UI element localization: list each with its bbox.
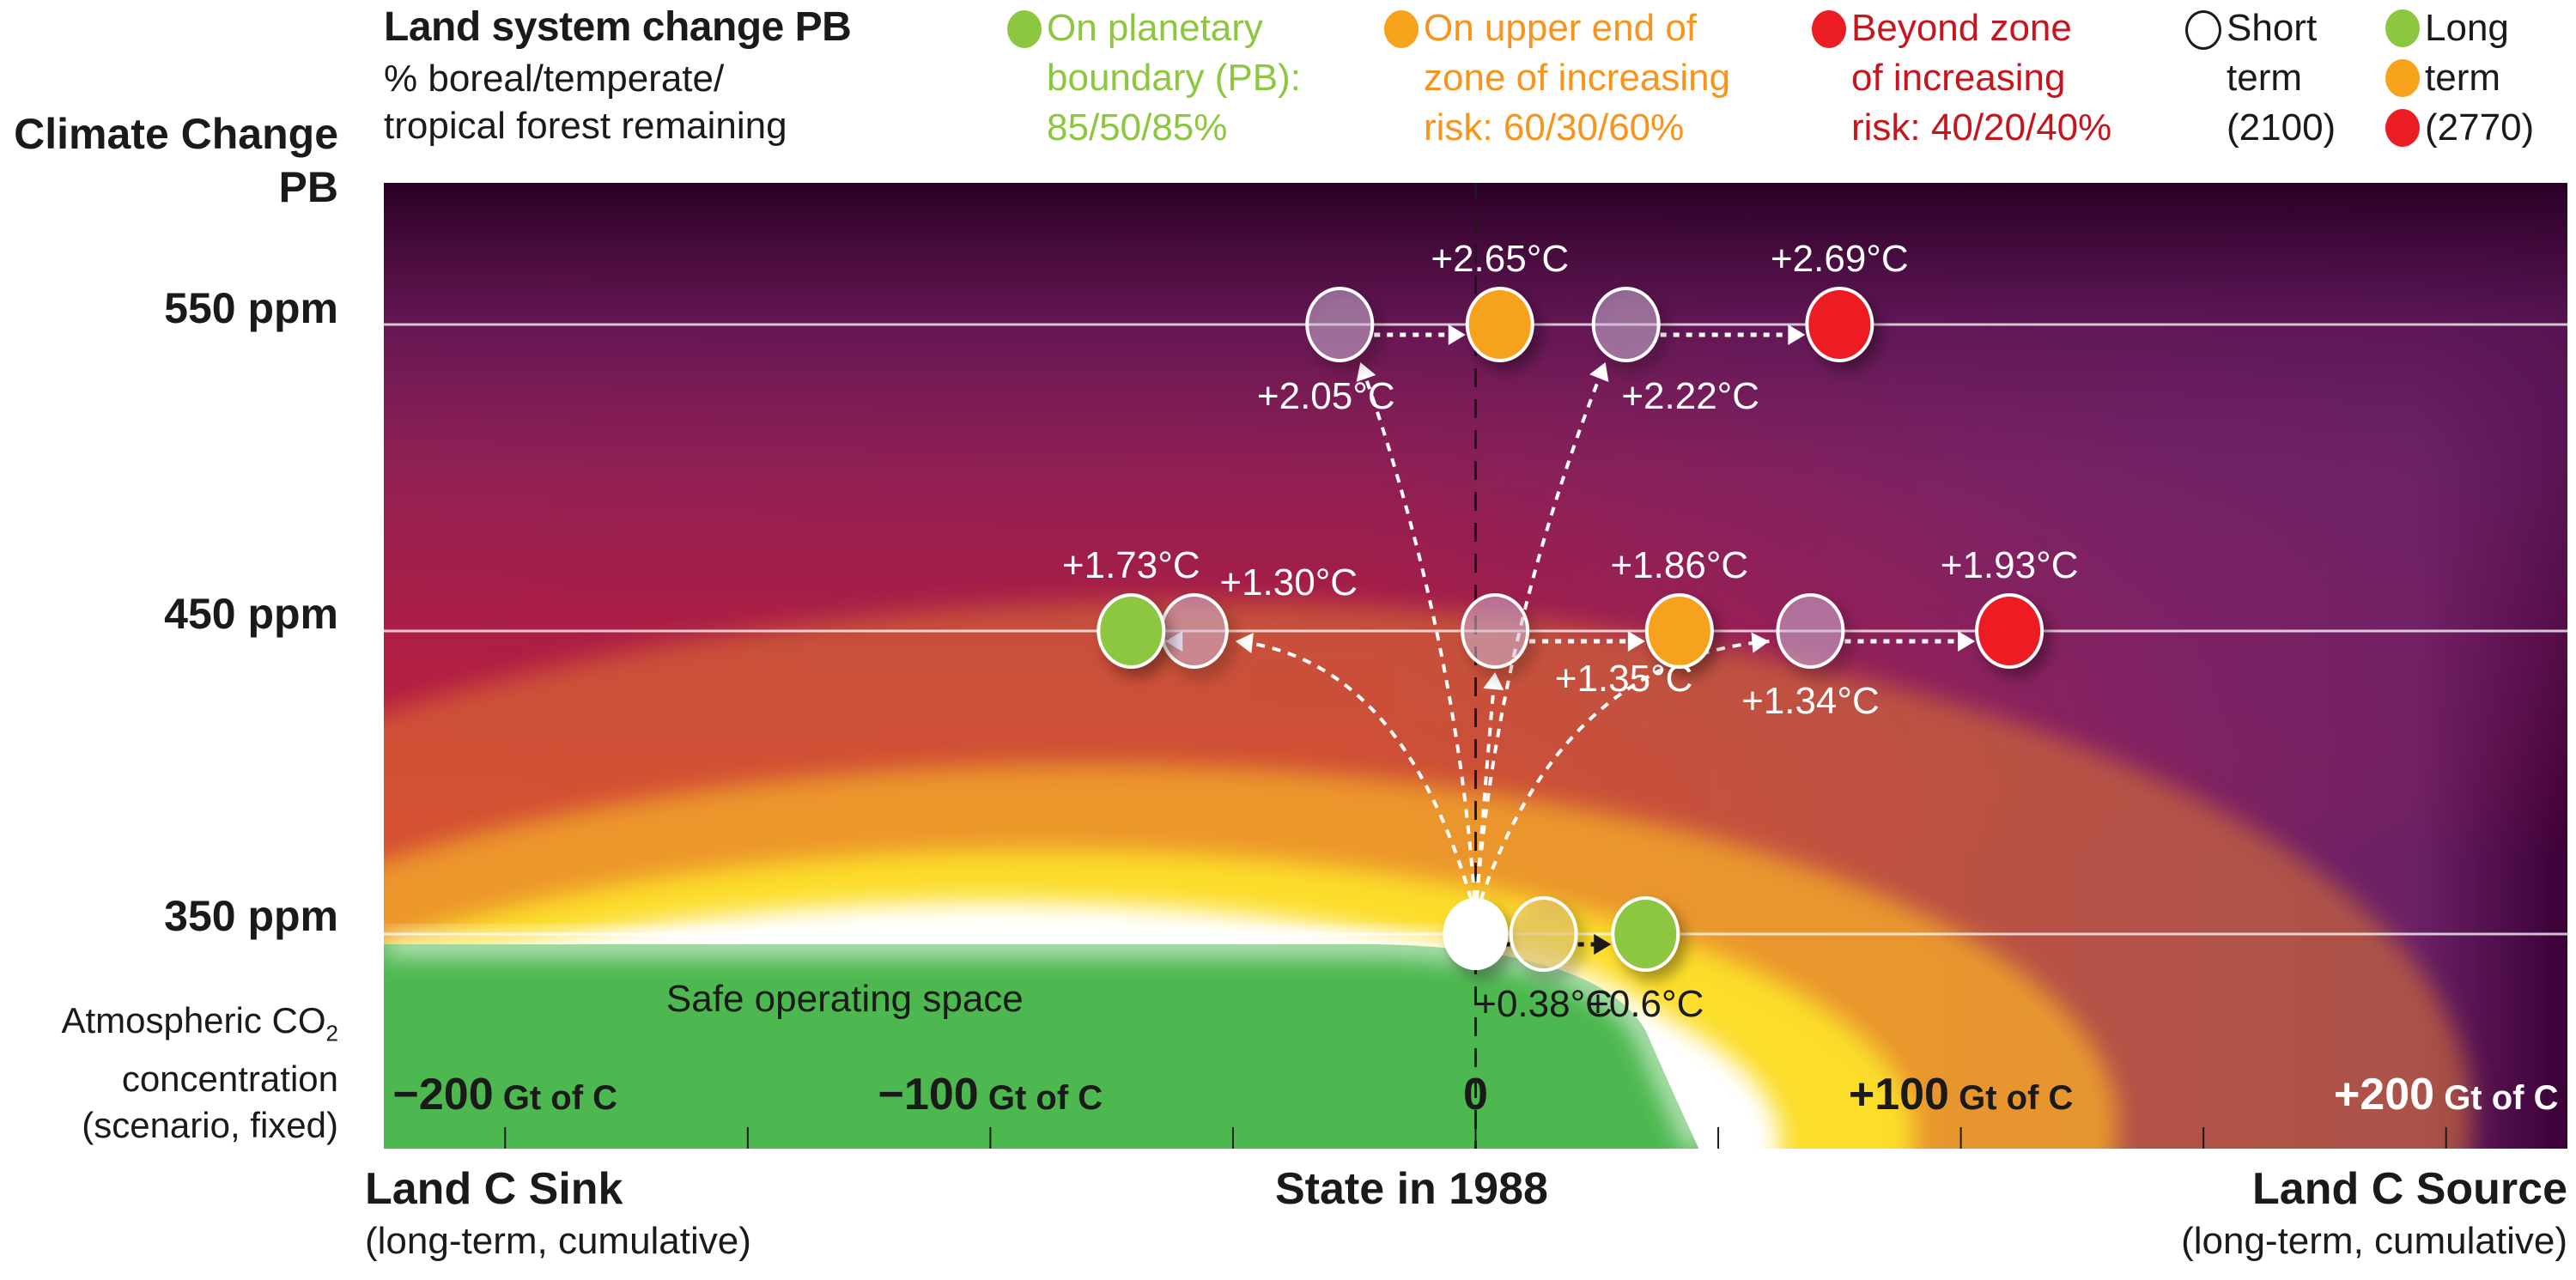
transition-arrow xyxy=(1473,640,1770,916)
chart-subtitle: % boreal/temperate/ tropical forest rema… xyxy=(384,55,787,149)
y-axis-title: Climate Change PB xyxy=(14,110,338,211)
arrow-head-icon xyxy=(1483,672,1504,690)
x-tick-label: −100 Gt of C xyxy=(878,1070,1103,1119)
point-labels: +0.38°C+0.6°C +1.30°C +1.73°C +1.35°C +1.86°… xyxy=(1062,238,2079,1025)
arrow-head-icon xyxy=(1356,362,1376,382)
land-c-sink-label: Land C Sink xyxy=(365,1164,623,1214)
x-tick-label: −200 Gt of C xyxy=(392,1070,617,1119)
point-p550-long-a xyxy=(1465,287,1534,362)
temperature-label: +2.22°C xyxy=(1621,375,1759,417)
co2-subscript: 2 xyxy=(325,1020,338,1046)
temperature-label: +1.93°C xyxy=(1941,544,2079,586)
point-p450-long-c xyxy=(1975,593,2044,669)
arrow-head-icon xyxy=(1751,632,1770,653)
co2-label-text: Atmospheric CO xyxy=(61,1000,326,1040)
y-axis-subtitle: Atmospheric CO2 concentration (scenario,… xyxy=(61,998,338,1149)
x-tick-label: +100 Gt of C xyxy=(1849,1070,2074,1119)
point-state-1988 xyxy=(1443,898,1509,970)
legend-green-dot-icon xyxy=(1007,10,1042,48)
x-tick-label: 0 xyxy=(1463,1070,1488,1119)
legend-item-upper-risk: On upper end of zone of increasing risk:… xyxy=(1384,3,1730,153)
temperature-label: +1.34°C xyxy=(1741,680,1880,722)
points xyxy=(1097,287,2044,972)
point-p450-short-b xyxy=(1461,593,1530,669)
row-label-550: 550 ppm xyxy=(164,284,338,332)
legend-white-dot-icon xyxy=(2185,10,2221,50)
point-p450-long-a xyxy=(1097,593,1166,669)
point-p350-long xyxy=(1611,896,1680,972)
arrow-head-icon xyxy=(1958,631,1976,652)
legend-label: Short term (2100) xyxy=(2227,7,2336,149)
arrow-head-icon xyxy=(1235,633,1254,653)
x-tick-labels: −200 Gt of C −100 Gt of C 0 +100 Gt of C +20… xyxy=(392,1070,2558,1119)
x-label-right: Land C Source (long-term, cumulative) xyxy=(2181,1163,2567,1263)
legend-label: On planetary boundary (PB): 85/50/85% xyxy=(1047,7,1301,149)
x-label-left: Land C Sink (long-term, cumulative) xyxy=(365,1163,751,1263)
point-p550-short-b xyxy=(1591,287,1661,362)
legend-orange-dot-icon xyxy=(2385,59,2420,97)
legend-red-dot-icon xyxy=(2385,109,2420,147)
point-p450-short-a xyxy=(1159,593,1229,669)
x-tick-label: +200 Gt of C xyxy=(2334,1070,2559,1119)
subtitle-line-1: % boreal/temperate/ xyxy=(384,58,725,100)
temperature-label: +0.6°C xyxy=(1587,983,1704,1025)
arrow-head-icon xyxy=(1594,934,1612,955)
co2-label-line-3: (scenario, fixed) xyxy=(82,1105,338,1146)
transition-arrow xyxy=(1235,640,1478,916)
legend-label: On upper end of zone of increasing risk:… xyxy=(1424,7,1731,149)
temperature-label: +1.35°C xyxy=(1555,658,1693,700)
subtitle-line-2: tropical forest remaining xyxy=(384,105,787,147)
legend-label: (2770) xyxy=(2425,106,2535,149)
transition-arrow xyxy=(1358,361,1478,916)
legend-orange-dot-icon xyxy=(1384,10,1419,48)
chart-title: Land system change PB xyxy=(384,4,852,50)
chart-background: Safe operating space xyxy=(384,183,2567,1149)
arrow-head-icon xyxy=(1448,325,1466,345)
land-c-source-label: Land C Source xyxy=(2252,1164,2567,1214)
legend-item-beyond-risk: Beyond zone of increasing risk: 40/20/40… xyxy=(1812,3,2111,153)
legend-green-dot-icon xyxy=(2385,9,2420,47)
land-c-sink-sub: (long-term, cumulative) xyxy=(365,1220,751,1262)
legend-item-long-term: Long term (2770) xyxy=(2385,3,2534,153)
arrow-head-icon xyxy=(1589,362,1609,383)
transition-arrow xyxy=(1473,671,1498,916)
point-p450-short-c xyxy=(1776,593,1845,669)
arrow-head-icon xyxy=(1627,631,1645,652)
safe-operating-space-label: Safe operating space xyxy=(666,978,1024,1020)
legend-red-dot-icon xyxy=(1812,10,1846,48)
legend-item-short-term: Short term (2100) xyxy=(2185,3,2336,153)
point-p550-short-a xyxy=(1305,287,1375,362)
temperature-label: +2.65°C xyxy=(1431,238,1569,280)
x-label-center: State in 1988 xyxy=(1275,1164,1548,1214)
temperature-label: +0.38°C xyxy=(1474,983,1613,1025)
co2-label-line-2: concentration xyxy=(121,1059,338,1100)
point-p350-short xyxy=(1509,896,1578,972)
legend-label: Beyond zone of increasing risk: 40/20/40… xyxy=(1851,7,2112,149)
temperature-label: +2.05°C xyxy=(1257,375,1395,417)
temperature-label: +2.69°C xyxy=(1771,238,1909,280)
legend-item-on-boundary: On planetary boundary (PB): 85/50/85% xyxy=(1007,3,1301,153)
temperature-label: +1.86°C xyxy=(1610,544,1748,586)
temperature-label: +1.73°C xyxy=(1062,544,1200,586)
point-p550-long-b xyxy=(1805,287,1874,362)
legend-label: term xyxy=(2425,57,2500,99)
row-label-350: 350 ppm xyxy=(164,892,338,940)
safe-operating-space xyxy=(384,944,1699,1149)
temperature-label: +1.30°C xyxy=(1219,561,1358,604)
land-c-source-sub: (long-term, cumulative) xyxy=(2181,1220,2567,1262)
legend-label: Long xyxy=(2425,7,2509,49)
point-p450-long-b xyxy=(1644,593,1714,669)
row-label-450: 450 ppm xyxy=(164,590,338,638)
warm-zone xyxy=(384,601,2472,1149)
arrow-head-icon xyxy=(1788,325,1806,345)
